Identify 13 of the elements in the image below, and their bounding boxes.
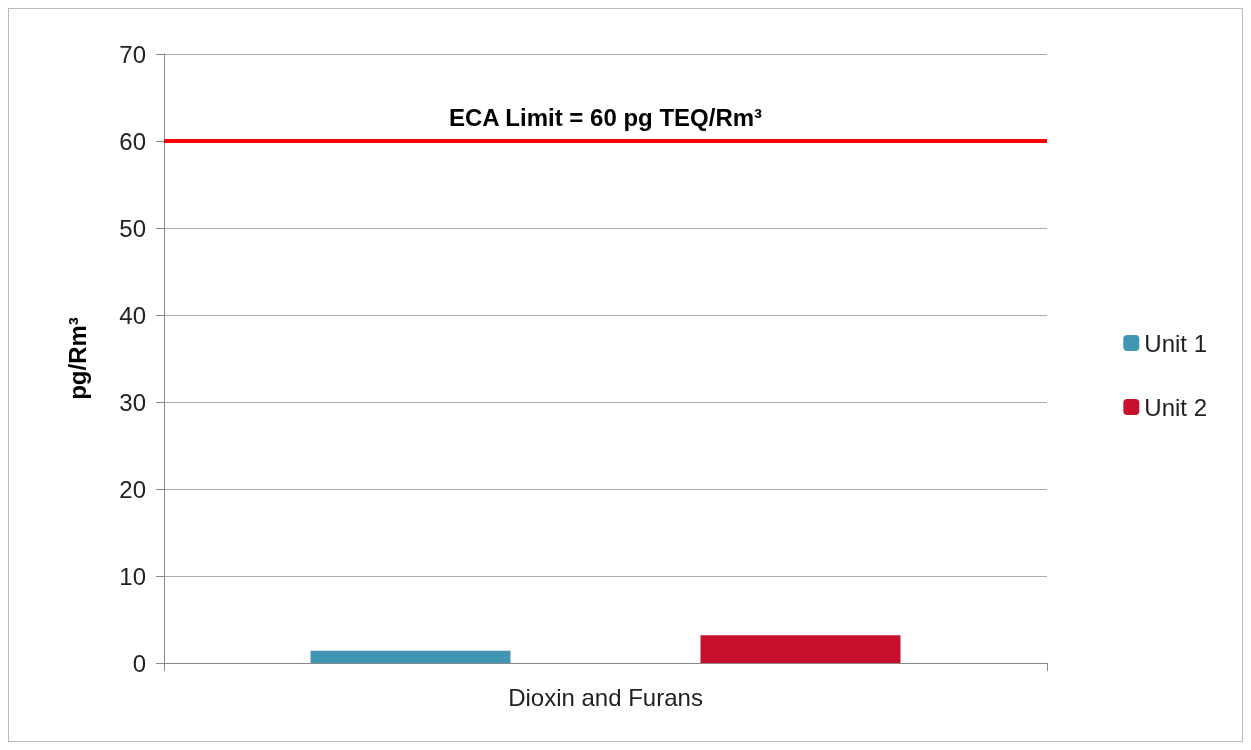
legend-label: Unit 1 xyxy=(1144,329,1208,357)
y-tick-label: 10 xyxy=(119,562,146,590)
x-tick-label: Dioxin and Furans xyxy=(508,683,703,711)
y-tick-label: 60 xyxy=(119,127,146,155)
y-tick-label: 30 xyxy=(119,388,146,416)
y-tick-label: 70 xyxy=(119,40,146,68)
y-tick-label: 50 xyxy=(119,214,146,242)
ref-line-label: ECA Limit = 60 pg TEQ/Rm³ xyxy=(448,103,763,131)
legend-label: Unit 2 xyxy=(1144,393,1208,421)
y-tick-label: 0 xyxy=(132,649,146,677)
y-tick-label: 20 xyxy=(119,475,146,503)
y-axis-title: pg/Rm³ xyxy=(63,317,91,400)
y-tick-label: 40 xyxy=(119,301,146,329)
